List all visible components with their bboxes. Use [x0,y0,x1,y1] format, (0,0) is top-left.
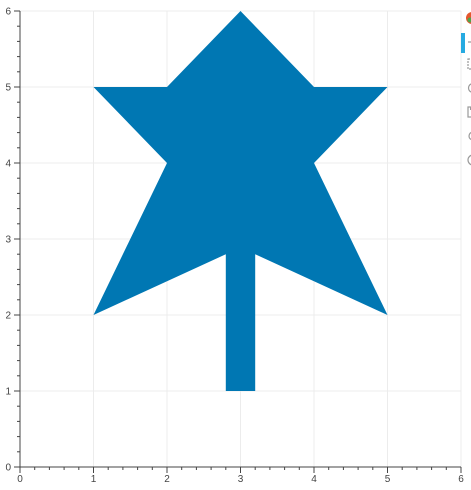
axes: 0 1 2 3 4 5 6 0 1 2 3 4 5 6 [5,7,464,486]
x-tick-label-6: 6 [458,474,464,485]
y-tick-label-6: 6 [5,7,11,18]
toolbar [461,6,471,176]
pan-icon[interactable] [467,36,471,50]
box-zoom-icon[interactable] [467,58,471,72]
wheel-zoom-icon[interactable] [467,82,471,96]
y-tick-label-5: 5 [5,83,11,94]
x-tick-label-4: 4 [311,474,317,485]
x-tick-label-2: 2 [164,474,170,485]
x-tick-label-3: 3 [238,474,244,485]
y-tick-label-2: 2 [5,311,11,322]
x-tick-label-0: 0 [17,474,23,485]
star-shape [93,11,388,391]
reset-icon[interactable] [467,130,471,144]
y-tick-label-0: 0 [5,463,11,474]
y-tick-label-1: 1 [5,387,11,398]
y-tick-label-4: 4 [5,159,11,170]
x-tick-label-1: 1 [91,474,97,485]
plot-area [93,11,388,391]
x-tick-label-5: 5 [385,474,391,485]
y-tick-label-3: 3 [5,235,11,246]
help-icon[interactable] [467,154,471,168]
active-tool-indicator [461,33,465,53]
bokeh-logo-icon[interactable] [465,11,471,25]
save-icon[interactable] [467,106,471,120]
